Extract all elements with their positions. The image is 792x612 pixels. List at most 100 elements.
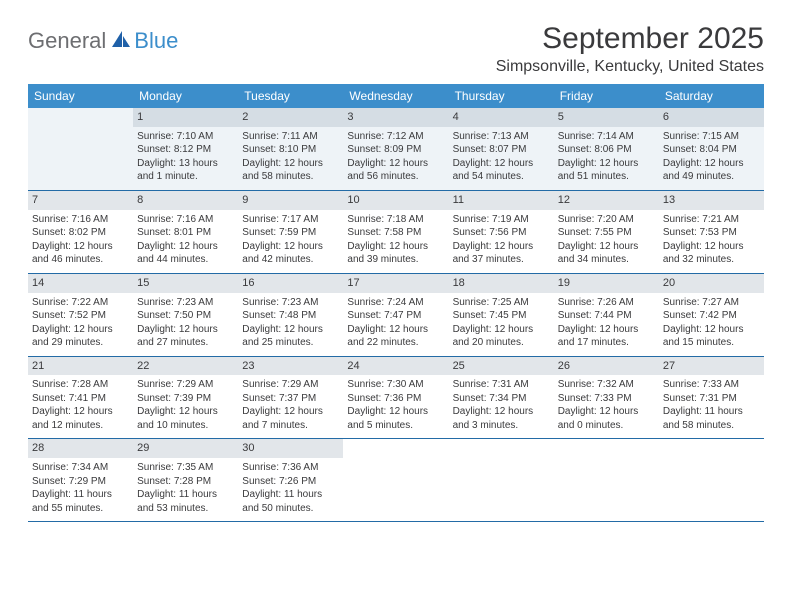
sunset-text: Sunset: 8:09 PM: [347, 143, 444, 157]
page-header: General Blue September 2025 Simpsonville…: [28, 18, 764, 76]
daylight-text: Daylight: 12 hours: [347, 157, 444, 171]
day-header-row: SundayMondayTuesdayWednesdayThursdayFrid…: [28, 84, 764, 108]
calendar-day-cell: 14Sunrise: 7:22 AMSunset: 7:52 PMDayligh…: [28, 273, 133, 356]
sunrise-text: Sunrise: 7:17 AM: [242, 213, 339, 227]
calendar-day-cell: 12Sunrise: 7:20 AMSunset: 7:55 PMDayligh…: [554, 190, 659, 273]
daylight-text: and 17 minutes.: [558, 336, 655, 350]
daylight-text: and 3 minutes.: [453, 419, 550, 433]
daylight-text: Daylight: 12 hours: [347, 405, 444, 419]
sunrise-text: Sunrise: 7:32 AM: [558, 378, 655, 392]
day-header: Tuesday: [238, 84, 343, 108]
sunrise-text: Sunrise: 7:15 AM: [663, 130, 760, 144]
sunset-text: Sunset: 8:01 PM: [137, 226, 234, 240]
day-number: 19: [554, 274, 659, 293]
day-number: 4: [449, 108, 554, 127]
calendar-day-cell: 13Sunrise: 7:21 AMSunset: 7:53 PMDayligh…: [659, 190, 764, 273]
calendar-head: SundayMondayTuesdayWednesdayThursdayFrid…: [28, 84, 764, 108]
calendar-day-cell: 11Sunrise: 7:19 AMSunset: 7:56 PMDayligh…: [449, 190, 554, 273]
sunrise-text: Sunrise: 7:27 AM: [663, 296, 760, 310]
daylight-text: and 39 minutes.: [347, 253, 444, 267]
location-text: Simpsonville, Kentucky, United States: [496, 58, 764, 76]
daylight-text: and 50 minutes.: [242, 502, 339, 516]
sunset-text: Sunset: 7:47 PM: [347, 309, 444, 323]
daylight-text: and 54 minutes.: [453, 170, 550, 184]
day-number: 28: [28, 439, 133, 458]
calendar-body: 1Sunrise: 7:10 AMSunset: 8:12 PMDaylight…: [28, 108, 764, 522]
day-number: 14: [28, 274, 133, 293]
calendar-day-cell: [449, 439, 554, 522]
sunset-text: Sunset: 7:31 PM: [663, 392, 760, 406]
sunrise-text: Sunrise: 7:23 AM: [242, 296, 339, 310]
sunset-text: Sunset: 8:06 PM: [558, 143, 655, 157]
day-number: 5: [554, 108, 659, 127]
sunrise-text: Sunrise: 7:26 AM: [558, 296, 655, 310]
day-number: 6: [659, 108, 764, 127]
sunset-text: Sunset: 7:41 PM: [32, 392, 129, 406]
sunrise-text: Sunrise: 7:21 AM: [663, 213, 760, 227]
sunset-text: Sunset: 7:56 PM: [453, 226, 550, 240]
day-number: 13: [659, 191, 764, 210]
sunset-text: Sunset: 7:29 PM: [32, 475, 129, 489]
day-number: 29: [133, 439, 238, 458]
daylight-text: and 46 minutes.: [32, 253, 129, 267]
calendar-day-cell: 16Sunrise: 7:23 AMSunset: 7:48 PMDayligh…: [238, 273, 343, 356]
daylight-text: Daylight: 12 hours: [453, 157, 550, 171]
calendar-day-cell: [554, 439, 659, 522]
daylight-text: Daylight: 12 hours: [453, 240, 550, 254]
daylight-text: and 0 minutes.: [558, 419, 655, 433]
day-number: 3: [343, 108, 448, 127]
calendar-table: SundayMondayTuesdayWednesdayThursdayFrid…: [28, 84, 764, 522]
calendar-day-cell: 22Sunrise: 7:29 AMSunset: 7:39 PMDayligh…: [133, 356, 238, 439]
daylight-text: Daylight: 12 hours: [242, 240, 339, 254]
sunset-text: Sunset: 8:02 PM: [32, 226, 129, 240]
daylight-text: and 44 minutes.: [137, 253, 234, 267]
calendar-day-cell: 18Sunrise: 7:25 AMSunset: 7:45 PMDayligh…: [449, 273, 554, 356]
calendar-day-cell: [343, 439, 448, 522]
daylight-text: Daylight: 12 hours: [137, 323, 234, 337]
sunset-text: Sunset: 7:45 PM: [453, 309, 550, 323]
sunset-text: Sunset: 7:52 PM: [32, 309, 129, 323]
sunrise-text: Sunrise: 7:24 AM: [347, 296, 444, 310]
sunset-text: Sunset: 7:28 PM: [137, 475, 234, 489]
sunset-text: Sunset: 7:44 PM: [558, 309, 655, 323]
day-number: 2: [238, 108, 343, 127]
page-title: September 2025: [496, 22, 764, 56]
day-header: Saturday: [659, 84, 764, 108]
sunrise-text: Sunrise: 7:36 AM: [242, 461, 339, 475]
calendar-day-cell: 29Sunrise: 7:35 AMSunset: 7:28 PMDayligh…: [133, 439, 238, 522]
sunset-text: Sunset: 7:48 PM: [242, 309, 339, 323]
day-number: 8: [133, 191, 238, 210]
daylight-text: Daylight: 12 hours: [663, 240, 760, 254]
day-number: 23: [238, 357, 343, 376]
calendar-day-cell: 27Sunrise: 7:33 AMSunset: 7:31 PMDayligh…: [659, 356, 764, 439]
daylight-text: and 25 minutes.: [242, 336, 339, 350]
day-number: 27: [659, 357, 764, 376]
daylight-text: and 15 minutes.: [663, 336, 760, 350]
sunrise-text: Sunrise: 7:16 AM: [32, 213, 129, 227]
sunrise-text: Sunrise: 7:25 AM: [453, 296, 550, 310]
daylight-text: and 22 minutes.: [347, 336, 444, 350]
daylight-text: and 37 minutes.: [453, 253, 550, 267]
daylight-text: Daylight: 12 hours: [663, 323, 760, 337]
calendar-week: 7Sunrise: 7:16 AMSunset: 8:02 PMDaylight…: [28, 190, 764, 273]
logo-text-blue: Blue: [134, 28, 178, 54]
sunset-text: Sunset: 7:34 PM: [453, 392, 550, 406]
sunrise-text: Sunrise: 7:19 AM: [453, 213, 550, 227]
daylight-text: and 51 minutes.: [558, 170, 655, 184]
day-number: 22: [133, 357, 238, 376]
calendar-page: General Blue September 2025 Simpsonville…: [0, 0, 792, 540]
daylight-text: and 34 minutes.: [558, 253, 655, 267]
sunrise-text: Sunrise: 7:35 AM: [137, 461, 234, 475]
day-header: Sunday: [28, 84, 133, 108]
daylight-text: Daylight: 12 hours: [663, 157, 760, 171]
calendar-week: 1Sunrise: 7:10 AMSunset: 8:12 PMDaylight…: [28, 108, 764, 190]
calendar-day-cell: 5Sunrise: 7:14 AMSunset: 8:06 PMDaylight…: [554, 108, 659, 190]
sunset-text: Sunset: 7:36 PM: [347, 392, 444, 406]
daylight-text: Daylight: 12 hours: [347, 323, 444, 337]
sunrise-text: Sunrise: 7:30 AM: [347, 378, 444, 392]
daylight-text: and 55 minutes.: [32, 502, 129, 516]
day-number: 25: [449, 357, 554, 376]
daylight-text: and 49 minutes.: [663, 170, 760, 184]
daylight-text: Daylight: 12 hours: [558, 157, 655, 171]
logo: General Blue: [28, 18, 178, 54]
